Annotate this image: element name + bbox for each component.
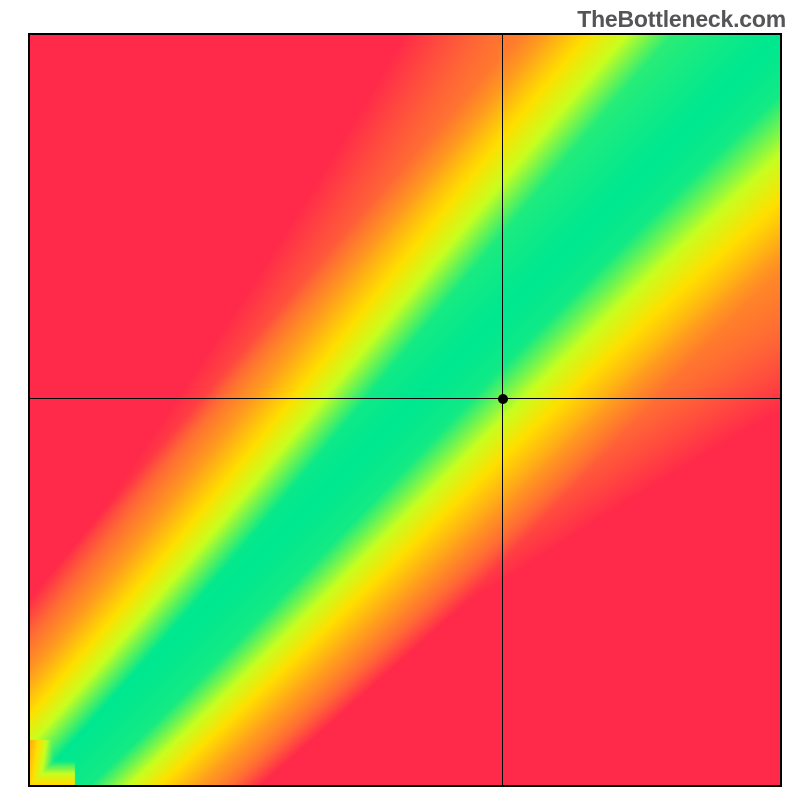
- crosshair-dot: [498, 394, 508, 404]
- chart-border: [28, 33, 782, 787]
- chart-container: TheBottleneck.com: [0, 0, 800, 800]
- crosshair-horizontal: [30, 398, 780, 399]
- crosshair-vertical: [502, 35, 503, 785]
- watermark-text: TheBottleneck.com: [577, 6, 786, 33]
